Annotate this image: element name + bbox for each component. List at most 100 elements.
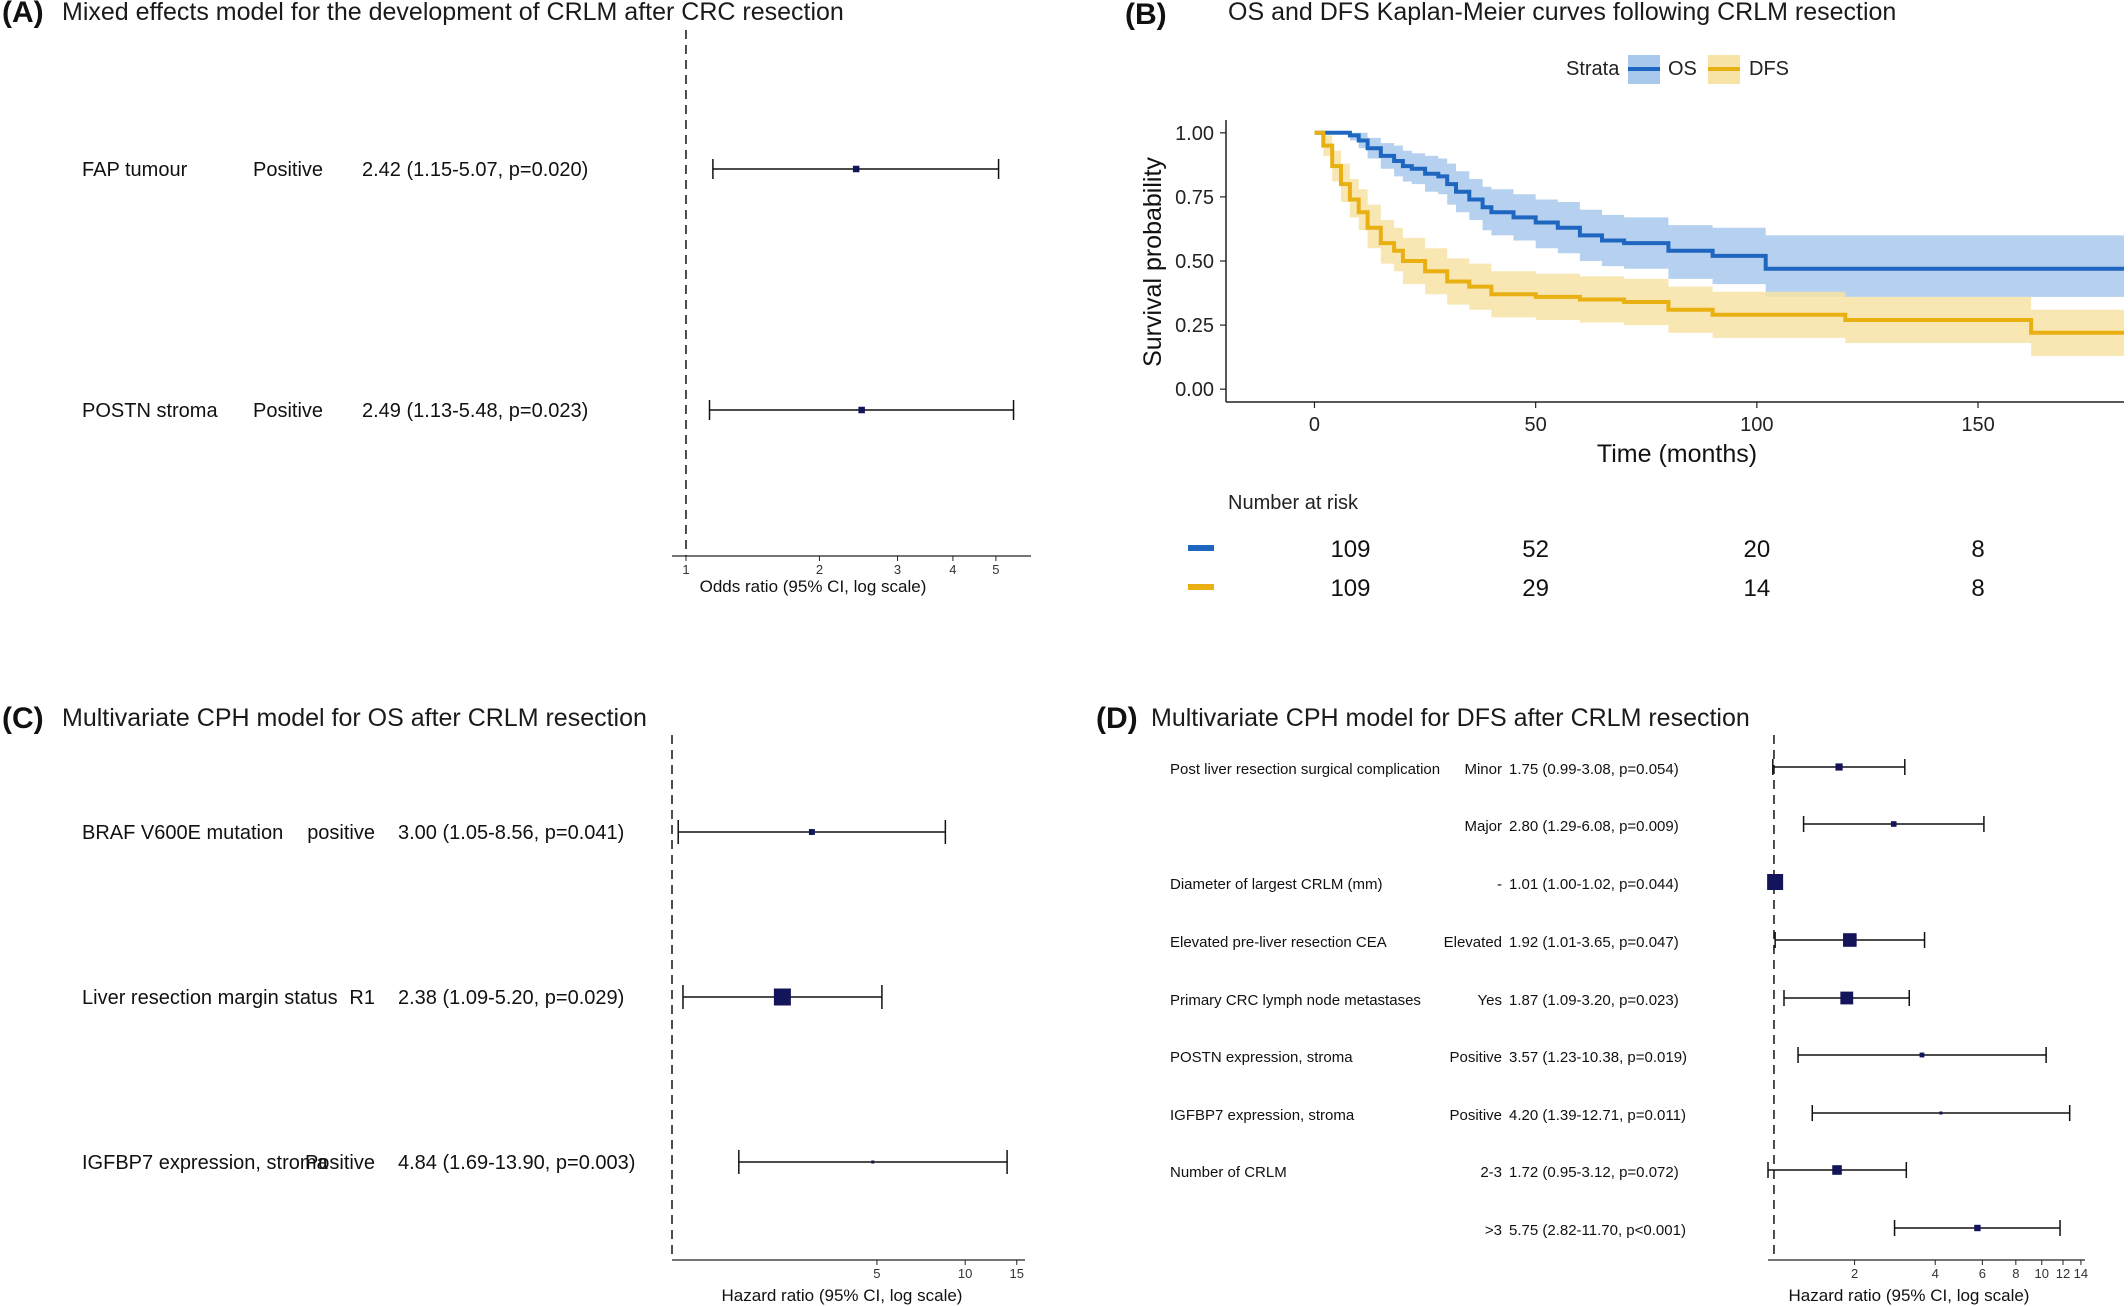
row-level: - bbox=[1497, 876, 1502, 893]
row-label: 3.57 (1.23-10.38, p=0.019) bbox=[1509, 1049, 1687, 1066]
row-level: R1 bbox=[349, 987, 375, 1009]
risk-value: 109 bbox=[1330, 575, 1370, 602]
risk-value: 8 bbox=[1971, 575, 1984, 602]
x-tick-label: 1 bbox=[682, 562, 689, 577]
y-tick-label: 0.75 bbox=[1175, 187, 1214, 209]
panel-d-tag: (D) bbox=[1096, 702, 1138, 735]
panel-a-title: Mixed effects model for the development … bbox=[62, 0, 844, 26]
panel-a-plot: 1 2 3 4 5 FAP tumour Positive 2.42 (1.15-5.07, … bbox=[82, 30, 1031, 577]
legend-os-label: OS bbox=[1668, 58, 1697, 80]
ci-band-dfs bbox=[1314, 132, 2124, 356]
x-tick-label: 0 bbox=[1309, 414, 1320, 436]
row-variable: IGFBP7 expression, stroma bbox=[82, 1152, 329, 1174]
panel-c-plot: 5 10 15 BRAF V600E mutation positive 3.00 (1.… bbox=[82, 735, 1025, 1281]
row-variable: Elevated pre-liver resection CEA bbox=[1170, 934, 1387, 951]
panel-b-legend: Strata OS DFS bbox=[1566, 55, 1789, 84]
row-variable: Liver resection margin status bbox=[82, 987, 338, 1009]
risk-value: 109 bbox=[1330, 536, 1370, 563]
row-variable: Number of CRLM bbox=[1170, 1164, 1287, 1181]
panel-a-tag: (A) bbox=[2, 0, 44, 29]
row-label: 2.38 (1.09-5.20, p=0.029) bbox=[398, 987, 624, 1009]
panel-c: (C) Multivariate CPH model for OS after … bbox=[2, 702, 1025, 1305]
x-tick-label: 2 bbox=[1851, 1266, 1858, 1281]
row-label: 5.75 (2.82-11.70, p<0.001) bbox=[1509, 1222, 1686, 1239]
row-label: 1.01 (1.00-1.02, p=0.044) bbox=[1509, 876, 1679, 893]
x-tick-label: 3 bbox=[894, 562, 901, 577]
row-label: 1.75 (0.99-3.08, p=0.054) bbox=[1509, 761, 1679, 778]
row-variable: Diameter of largest CRLM (mm) bbox=[1170, 876, 1383, 893]
x-tick-label: 4 bbox=[1932, 1266, 1939, 1281]
panel-b-tag: (B) bbox=[1125, 0, 1167, 31]
panel-b-xlabel: Time (months) bbox=[1597, 440, 1757, 468]
risk-value: 52 bbox=[1522, 536, 1549, 563]
legend-title: Strata bbox=[1566, 58, 1620, 80]
legend-dfs-label: DFS bbox=[1749, 58, 1789, 80]
row-label: 1.87 (1.09-3.20, p=0.023) bbox=[1509, 992, 1679, 1009]
row-label: 4.84 (1.69-13.90, p=0.003) bbox=[398, 1152, 635, 1174]
panel-d-title: Multivariate CPH model for DFS after CRL… bbox=[1151, 704, 1750, 732]
x-tick-label: 12 bbox=[2056, 1266, 2070, 1281]
estimate-marker bbox=[808, 829, 815, 835]
row-label: 1.72 (0.95-3.12, p=0.072) bbox=[1509, 1164, 1679, 1181]
row-level: Yes bbox=[1478, 992, 1502, 1009]
panel-d-xlabel: Hazard ratio (95% CI, log scale) bbox=[1789, 1286, 2030, 1305]
x-tick-label: 6 bbox=[1979, 1266, 1986, 1281]
estimate-marker bbox=[773, 988, 791, 1006]
x-tick-label: 50 bbox=[1525, 414, 1547, 436]
x-tick-label: 150 bbox=[1961, 414, 1994, 436]
km-curve-os bbox=[1314, 130, 2124, 271]
km-curve-dfs bbox=[1314, 130, 2124, 335]
x-tick-label: 100 bbox=[1740, 414, 1773, 436]
x-tick-label: 4 bbox=[949, 562, 956, 577]
panel-b-title: OS and DFS Kaplan-Meier curves following… bbox=[1228, 0, 1896, 26]
x-tick-label: 10 bbox=[2035, 1266, 2049, 1281]
ci-band-os bbox=[1314, 132, 2124, 297]
row-level: Positive bbox=[1449, 1107, 1502, 1124]
row-variable: IGFBP7 expression, stroma bbox=[1170, 1107, 1355, 1124]
row-variable: Primary CRC lymph node metastases bbox=[1170, 992, 1421, 1009]
estimate-marker bbox=[1767, 874, 1784, 890]
row-variable: BRAF V600E mutation bbox=[82, 822, 283, 844]
panel-b-plot: 0.00 0.25 0.50 0.75 1.00 0 50 100 150 bbox=[1175, 120, 2124, 436]
risk-value: 29 bbox=[1522, 575, 1549, 602]
estimate-marker bbox=[1832, 1165, 1842, 1175]
risk-value: 20 bbox=[1743, 536, 1770, 563]
row-level: 2-3 bbox=[1480, 1164, 1502, 1181]
row-label: 2.49 (1.13-5.48, p=0.023) bbox=[362, 400, 588, 422]
y-tick-label: 0.00 bbox=[1175, 379, 1214, 401]
risk-table: 109 52 20 8 109 29 14 8 bbox=[1188, 536, 1985, 602]
panel-c-title: Multivariate CPH model for OS after CRLM… bbox=[62, 704, 647, 732]
x-tick-label: 5 bbox=[873, 1266, 880, 1281]
row-level: Elevated bbox=[1444, 934, 1502, 951]
row-label: 2.80 (1.29-6.08, p=0.009) bbox=[1509, 818, 1679, 835]
estimate-marker bbox=[1939, 1111, 1943, 1115]
x-tick-label: 14 bbox=[2074, 1266, 2088, 1281]
row-variable: Post liver resection surgical complicati… bbox=[1170, 761, 1440, 778]
panel-d-plot: 2 4 6 8 10 12 14 Post liver resection surgical … bbox=[1170, 735, 2088, 1281]
panel-b-ylabel: Survival probability bbox=[1139, 157, 1167, 367]
x-tick-label: 8 bbox=[2012, 1266, 2019, 1281]
estimate-marker bbox=[858, 406, 865, 414]
estimate-marker bbox=[871, 1160, 875, 1164]
row-level: positive bbox=[307, 822, 375, 844]
estimate-marker bbox=[1919, 1052, 1925, 1058]
risk-value: 14 bbox=[1743, 575, 1770, 602]
estimate-marker bbox=[1835, 763, 1843, 771]
row-variable: POSTN expression, stroma bbox=[1170, 1049, 1353, 1066]
row-level: Minor bbox=[1464, 761, 1502, 778]
row-label: 1.92 (1.01-3.65, p=0.047) bbox=[1509, 934, 1679, 951]
panel-a: (A) Mixed effects model for the developm… bbox=[2, 0, 1031, 596]
row-level: Positive bbox=[253, 400, 323, 422]
y-tick-label: 0.50 bbox=[1175, 251, 1214, 273]
row-level: Positive bbox=[305, 1152, 375, 1174]
x-tick-label: 2 bbox=[816, 562, 823, 577]
x-tick-label: 5 bbox=[992, 562, 999, 577]
x-tick-label: 10 bbox=[958, 1266, 972, 1281]
row-level: Positive bbox=[253, 159, 323, 181]
estimate-marker bbox=[1840, 991, 1854, 1005]
row-label: 3.00 (1.05-8.56, p=0.041) bbox=[398, 822, 624, 844]
row-level: >3 bbox=[1485, 1222, 1502, 1239]
risk-value: 8 bbox=[1971, 536, 1984, 563]
panel-b: (B) OS and DFS Kaplan-Meier curves follo… bbox=[1125, 0, 2124, 602]
